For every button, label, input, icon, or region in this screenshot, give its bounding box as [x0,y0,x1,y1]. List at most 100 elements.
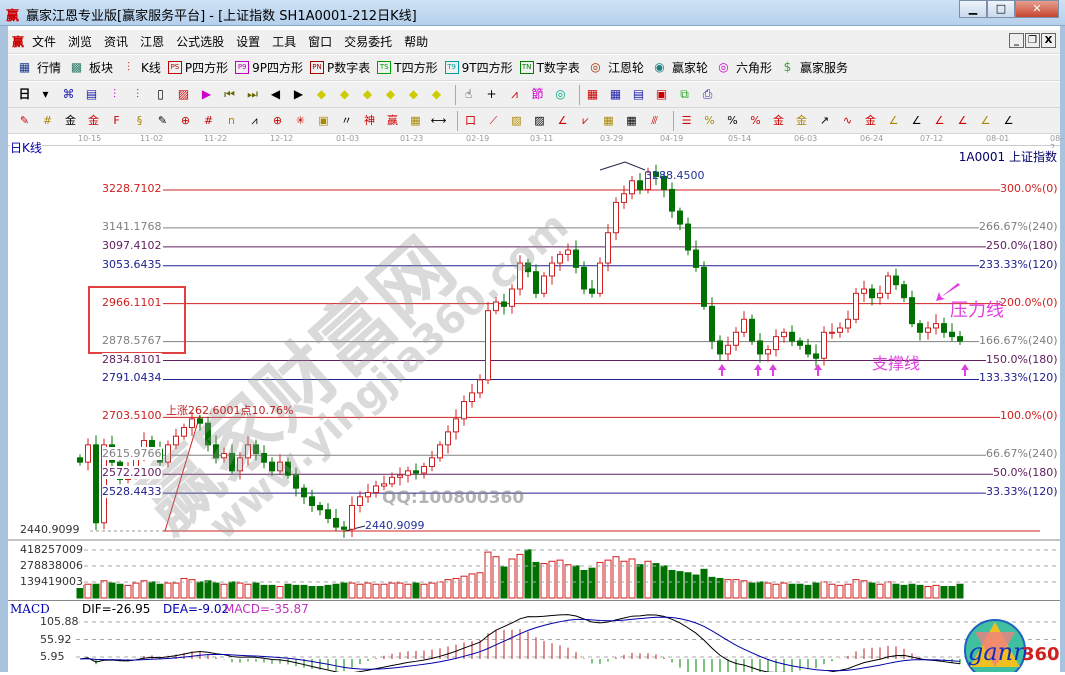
angle2-icon[interactable]: ∠ [557,114,568,127]
mdi-restore-button[interactable]: ❐ [1025,33,1040,48]
f-angle-icon[interactable]: ∠ [911,114,922,127]
toolbar-button-10[interactable]: ◉ 赢家轮 [651,59,708,76]
menu-item-2[interactable]: 资讯 [104,35,129,49]
line-tool-icon[interactable]: ⩘ [511,87,518,101]
target-icon[interactable]: ⊕ [272,114,283,127]
circle-icon[interactable]: ⊕ [180,114,191,127]
network-icon[interactable]: ⧉ [680,87,689,101]
angle-icon[interactable]: ⩘ [251,114,258,127]
list-icon[interactable]: ▤ [632,87,645,101]
diamond-star-icon[interactable]: ◆ [408,87,419,101]
wave-icon[interactable]: 〃 [341,114,352,127]
win-icon[interactable]: 赢 [387,114,398,127]
j-angle-icon[interactable]: ∠ [888,114,899,127]
diamond-left-icon[interactable]: ◆ [316,87,327,101]
gold-box-icon[interactable]: 金 [865,114,876,127]
loop-icon[interactable]: ◎ [555,87,566,101]
spiral-icon[interactable]: § [136,114,143,127]
toolbar-button-9[interactable]: ◎ 江恩轮 [587,59,644,76]
save-icon[interactable]: ▣ [655,87,668,101]
menu-item-7[interactable]: 窗口 [308,35,333,49]
toolbar-button-11[interactable]: ◎ 六角形 [715,59,772,76]
diamond-x-icon[interactable]: ◆ [385,87,396,101]
fan3-icon[interactable]: ⫻ [651,114,658,127]
doc-icon[interactable]: ▤ [85,87,98,101]
fanbox2-icon[interactable]: ▨ [534,114,545,127]
god-angle-icon[interactable]: ∠ [957,114,968,127]
hash-icon[interactable]: # [203,114,214,127]
last-icon[interactable]: ⏭ [247,87,258,101]
pct-line-icon[interactable]: % [704,114,715,127]
ruler-icon[interactable]: ✎ [157,114,168,127]
bars-icon[interactable]: ☰ [681,114,692,127]
god-icon[interactable]: 神 [364,114,375,127]
mdi-minimize-button[interactable]: _ [1009,33,1024,48]
mdi-close-button[interactable]: X [1041,33,1056,48]
prev-icon[interactable]: ◀ [270,87,281,101]
flag-icon[interactable]: ▶ [201,87,212,101]
grid3-icon[interactable]: ▦ [626,114,637,127]
toolbar-button-6[interactable]: TS T四方形 [377,59,438,76]
menu-item-4[interactable]: 公式选股 [176,35,225,49]
toolbar-button-12[interactable]: $ 赢家服务 [779,59,848,76]
toolbar-button-8[interactable]: TN T数字表 [519,59,580,76]
menu-item-5[interactable]: 设置 [236,35,261,49]
four-angle-icon[interactable]: ∠ [1003,114,1014,127]
next-icon[interactable]: ▶ [293,87,304,101]
gold-line-icon[interactable]: 金 [796,114,807,127]
toolbar-button-2[interactable]: ⫶ K线 [120,59,161,76]
printer-icon[interactable]: ⎙ [702,87,713,101]
menu-item-3[interactable]: 江恩 [140,35,165,49]
menu-item-8[interactable]: 交易委托 [344,35,393,49]
diamond-right-icon[interactable]: ◆ [339,87,350,101]
toolbar-button-1[interactable]: ▩ 板块 [68,59,113,76]
calculator-icon[interactable]: ▦ [609,87,622,101]
gold-circle-icon[interactable]: 金 [773,114,784,127]
calendar-icon[interactable]: ▦ [586,87,599,101]
frame-icon[interactable]: 口 [465,114,476,127]
period-selector[interactable]: 日 [18,87,31,101]
close-button[interactable]: ✕ [1015,0,1059,18]
chart-icon[interactable]: ⌘ [62,87,75,101]
menu-item-6[interactable]: 工具 [272,35,297,49]
diamond-h-icon[interactable]: ◆ [362,87,373,101]
pen-icon[interactable]: ✎ [19,114,30,127]
menu-item-9[interactable]: 帮助 [404,35,429,49]
grid2-icon[interactable]: ▦ [603,114,614,127]
fan-icon[interactable]: ⟋ [489,114,498,127]
gold1-icon[interactable]: 金 [65,114,76,127]
f-icon[interactable]: F [113,114,120,127]
pct2-icon[interactable]: % [750,114,761,127]
toolbar-button-0[interactable]: ▦ 行情 [16,59,61,76]
candle-icon[interactable]: ▯ [157,87,164,101]
toolbar-button-3[interactable]: PS P四方形 [167,59,228,76]
menu-item-1[interactable]: 浏览 [68,35,93,49]
toolbar-button-7[interactable]: T9 9T四方形 [444,59,513,76]
kline9-icon[interactable]: ⫶ [135,87,139,101]
section-icon[interactable]: 節 [531,87,544,101]
diamond-v-icon[interactable]: ◆ [431,87,442,101]
win-angle-icon[interactable]: ∠ [980,114,991,127]
kline3-icon[interactable]: ⫶ [112,87,116,101]
zigzag-icon[interactable]: ⩗ [582,114,589,127]
table-icon[interactable]: ▦ [410,114,421,127]
menu-item-0[interactable]: 文件 [32,35,57,49]
box-icon[interactable]: ▣ [318,114,329,127]
maximize-button[interactable]: □ [987,0,1015,18]
grid-icon[interactable]: # [42,114,53,127]
crosshair-icon[interactable]: + [486,87,497,101]
hand-icon[interactable]: ☝ [464,87,473,101]
gold2-icon[interactable]: 金 [88,114,99,127]
n2-icon[interactable]: n [228,114,235,127]
star-icon[interactable]: ✳ [295,114,306,127]
period-dropdown[interactable]: ▾ [42,87,49,101]
percent-icon[interactable]: % [727,114,738,127]
toolbar-button-4[interactable]: P9 9P四方形 [235,59,303,76]
range-icon[interactable]: ⟷ [430,114,447,127]
arrow-icon[interactable]: ↗ [819,114,830,127]
gold-angle-icon[interactable]: ∠ [934,114,945,127]
draw-icon[interactable]: ▨ [177,87,190,101]
first-icon[interactable]: ⏮ [224,87,235,101]
toolbar-button-5[interactable]: PN P数字表 [310,59,370,76]
fanbox-icon[interactable]: ▨ [511,114,522,127]
